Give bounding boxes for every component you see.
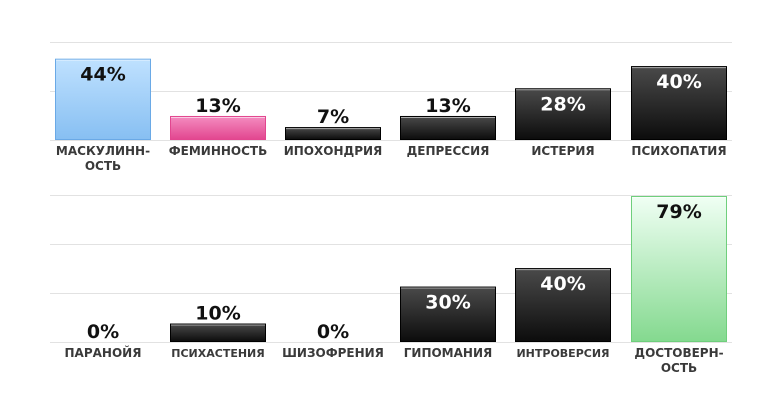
category-label: ДЕПРЕССИЯ — [407, 144, 490, 158]
value-label: 10% — [195, 303, 240, 325]
value-label: 40% — [656, 71, 701, 93]
category-label: МАСКУЛИНН-ОСТЬ — [56, 144, 150, 173]
bar — [400, 115, 496, 141]
value-label: 13% — [425, 95, 470, 117]
category-label: ПСИХАСТЕНИЯ — [171, 347, 264, 360]
category-label: ДОСТОВЕРН-ОСТЬ — [634, 346, 723, 375]
bar — [515, 88, 611, 140]
category-label: ИНТРОВЕРСИЯ — [516, 347, 609, 360]
bar — [170, 115, 266, 141]
category-label: ПСИХОПАТИЯ — [631, 144, 726, 158]
value-label: 0% — [317, 321, 349, 343]
bar — [631, 66, 727, 140]
value-label: 30% — [425, 292, 470, 314]
category-label: ГИПОМАНИЯ — [404, 346, 493, 360]
category-label: ПАРАНОЙЯ — [65, 345, 142, 360]
bar — [170, 323, 266, 342]
value-label: 28% — [540, 93, 585, 115]
value-label: 79% — [656, 201, 701, 223]
category-label: ФЕМИННОСТЬ — [169, 144, 268, 158]
bar — [285, 127, 381, 141]
category-label: ИСТЕРИЯ — [531, 144, 594, 158]
category-label: ИПОХОНДРИЯ — [284, 144, 383, 158]
chart-panel-1: 44% МАСКУЛИНН-ОСТЬ 13% ФЕМИННОСТЬ 7% ИПОХОНДР… — [50, 42, 732, 173]
value-label: 0% — [87, 321, 119, 343]
chart-panel-2: 0% ПАРАНОЙЯ 10% ПСИХАСТЕНИЯ 0% ШИЗОФРЕНИЯ 30% Г… — [50, 195, 732, 375]
bar — [515, 268, 611, 343]
value-label: 13% — [195, 95, 240, 117]
value-label: 44% — [80, 64, 125, 86]
category-label: ШИЗОФРЕНИЯ — [282, 346, 384, 360]
value-label: 7% — [317, 106, 349, 128]
bar — [631, 196, 727, 342]
bar — [55, 58, 151, 140]
bar — [400, 286, 496, 343]
value-label: 40% — [540, 273, 585, 295]
